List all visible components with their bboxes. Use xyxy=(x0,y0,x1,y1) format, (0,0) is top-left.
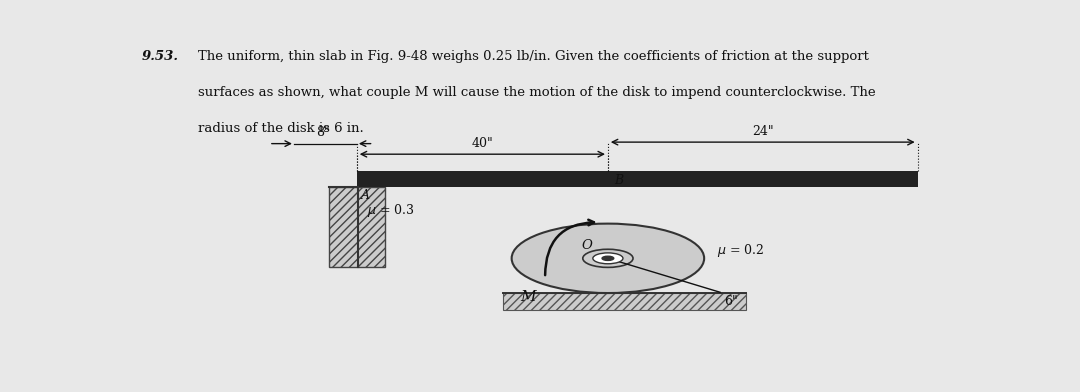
Text: 8": 8" xyxy=(316,126,330,139)
Circle shape xyxy=(512,223,704,293)
Bar xyxy=(356,171,918,187)
Circle shape xyxy=(602,256,613,260)
Text: 24": 24" xyxy=(752,125,773,138)
Text: radius of the disk is 6 in.: radius of the disk is 6 in. xyxy=(198,122,364,136)
Text: A: A xyxy=(361,189,370,202)
Bar xyxy=(329,187,386,267)
Text: surfaces as shown, what couple M will cause the motion of the disk to impend cou: surfaces as shown, what couple M will ca… xyxy=(198,86,876,99)
Bar xyxy=(503,293,746,310)
Text: The uniform, thin slab in Fig. 9-48 weighs 0.25 lb/in. Given the coefficients of: The uniform, thin slab in Fig. 9-48 weig… xyxy=(198,50,868,63)
Text: $\mu$ = 0.2: $\mu$ = 0.2 xyxy=(717,242,764,259)
Text: O: O xyxy=(581,239,593,252)
Text: M: M xyxy=(521,290,536,304)
Text: 6": 6" xyxy=(725,295,738,308)
Text: 9.53.: 9.53. xyxy=(141,50,178,63)
Circle shape xyxy=(583,249,633,267)
Circle shape xyxy=(593,253,623,264)
Text: B: B xyxy=(615,174,624,187)
Text: $\mu$ = 0.3: $\mu$ = 0.3 xyxy=(367,201,415,218)
Text: 40": 40" xyxy=(472,137,494,150)
